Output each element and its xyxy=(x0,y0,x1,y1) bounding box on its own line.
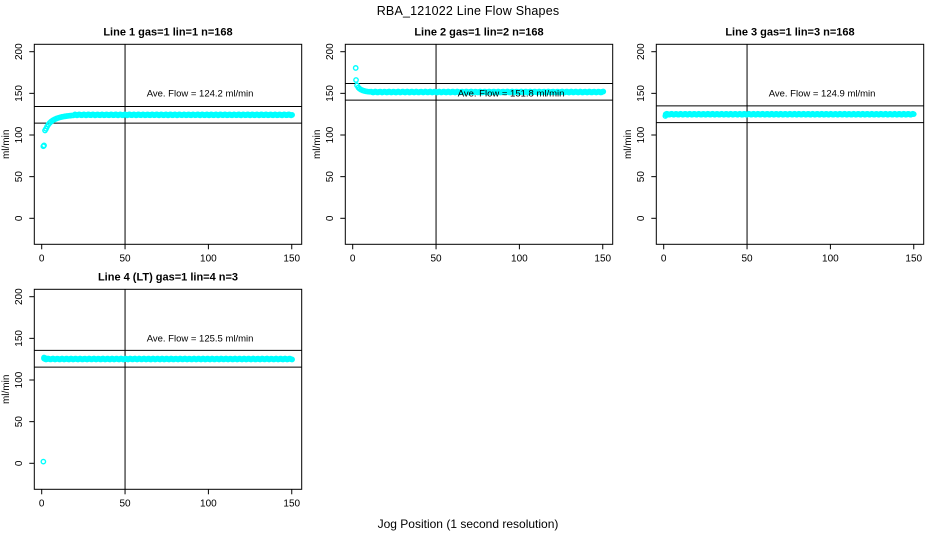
y-tick-label: 150 xyxy=(14,85,25,102)
plot-box xyxy=(655,43,925,245)
data-point xyxy=(663,111,670,118)
plot-panel-line-2: Line 2 gas=1 lin=2 n=168 Ave. Flow = 151.… xyxy=(311,20,622,268)
plot-box xyxy=(33,43,303,245)
y-tick-label: 100 xyxy=(14,371,25,388)
x-tick-label: 150 xyxy=(283,498,300,509)
data-points xyxy=(40,111,295,150)
y-tick-label: 200 xyxy=(14,43,25,60)
y-tick-label: 50 xyxy=(14,171,25,183)
y-tick-label: 0 xyxy=(636,215,647,221)
data-points xyxy=(40,354,295,465)
y-tick-label: 50 xyxy=(636,171,647,183)
panel-canvas: Line 2 gas=1 lin=2 n=168 Ave. Flow = 151.… xyxy=(312,27,614,264)
panel-title: Line 1 gas=1 lin=1 n=168 xyxy=(103,27,232,39)
panel-canvas: Line 4 (LT) gas=1 lin=4 n=3 Ave. Flow = 1… xyxy=(1,272,303,509)
data-point xyxy=(352,65,359,71)
y-axis-label: ml/min xyxy=(1,130,12,159)
y-axis-label: ml/min xyxy=(1,375,12,404)
x-tick-label: 150 xyxy=(594,253,611,264)
x-tick-label: 50 xyxy=(741,253,753,264)
x-tick-label: 0 xyxy=(39,498,45,509)
data-points xyxy=(662,110,917,119)
data-point xyxy=(70,112,77,119)
x-tick-label: 50 xyxy=(119,253,131,264)
x-tick-label: 0 xyxy=(350,253,356,264)
panel-canvas: Line 3 gas=1 lin=3 n=168 Ave. Flow = 124.… xyxy=(623,27,925,264)
x-tick-label: 150 xyxy=(283,253,300,264)
x-tick-label: 100 xyxy=(200,498,217,509)
x-axis-label: Jog Position (1 second resolution) xyxy=(377,517,559,531)
plot-box xyxy=(33,288,303,490)
y-tick-label: 0 xyxy=(325,215,336,221)
y-tick-label: 100 xyxy=(14,126,25,143)
data-point xyxy=(910,111,917,118)
panel-title: Line 3 gas=1 lin=3 n=168 xyxy=(725,27,854,39)
plot-box xyxy=(344,43,614,245)
data-point xyxy=(40,458,47,465)
x-tick-label: 100 xyxy=(822,253,839,264)
data-point xyxy=(289,111,295,118)
x-tick-label: 50 xyxy=(119,498,131,509)
x-tick-label: 100 xyxy=(511,253,528,264)
figure-title: RBA_121022 Line Flow Shapes xyxy=(376,4,560,18)
data-point xyxy=(600,88,607,95)
ave-flow-annotation: Ave. Flow = 124.9 ml/min xyxy=(769,88,876,99)
ave-flow-annotation: Ave. Flow = 151.8 ml/min xyxy=(458,88,565,99)
x-tick-label: 100 xyxy=(200,253,217,264)
y-tick-label: 150 xyxy=(325,85,336,102)
data-point xyxy=(366,88,373,95)
panel-title: Line 4 (LT) gas=1 lin=4 n=3 xyxy=(98,272,238,284)
y-tick-label: 200 xyxy=(14,288,25,305)
y-tick-label: 0 xyxy=(14,460,25,466)
plot-panel-line-3: Line 3 gas=1 lin=3 n=168 Ave. Flow = 124.… xyxy=(622,20,933,268)
x-tick-label: 0 xyxy=(39,253,45,264)
panel-title: Line 2 gas=1 lin=2 n=168 xyxy=(414,27,543,39)
x-tick-label: 50 xyxy=(430,253,442,264)
panel-canvas: Line 1 gas=1 lin=1 n=168 Ave. Flow = 124.… xyxy=(1,27,303,264)
y-tick-label: 100 xyxy=(325,126,336,143)
y-tick-label: 50 xyxy=(325,171,336,183)
x-tick-label: 0 xyxy=(661,253,667,264)
y-tick-label: 150 xyxy=(14,330,25,347)
y-tick-label: 150 xyxy=(636,85,647,102)
data-point xyxy=(41,142,47,149)
y-tick-label: 0 xyxy=(14,215,25,221)
data-point xyxy=(289,356,295,363)
plot-panel-line-1: Line 1 gas=1 lin=1 n=168 Ave. Flow = 124.… xyxy=(0,20,311,268)
y-tick-label: 100 xyxy=(636,126,647,143)
ave-flow-annotation: Ave. Flow = 124.2 ml/min xyxy=(147,88,254,99)
data-point xyxy=(42,355,49,361)
y-axis-label: ml/min xyxy=(312,130,323,159)
data-points xyxy=(352,65,607,96)
y-tick-label: 50 xyxy=(14,416,25,428)
y-axis-label: ml/min xyxy=(623,130,634,159)
y-tick-label: 200 xyxy=(636,43,647,60)
ave-flow-annotation: Ave. Flow = 125.5 ml/min xyxy=(147,333,254,344)
y-tick-label: 200 xyxy=(325,43,336,60)
x-tick-label: 150 xyxy=(905,253,922,264)
plot-panel-line-4: Line 4 (LT) gas=1 lin=4 n=3 Ave. Flow = 1… xyxy=(0,265,311,513)
data-point xyxy=(353,77,359,83)
